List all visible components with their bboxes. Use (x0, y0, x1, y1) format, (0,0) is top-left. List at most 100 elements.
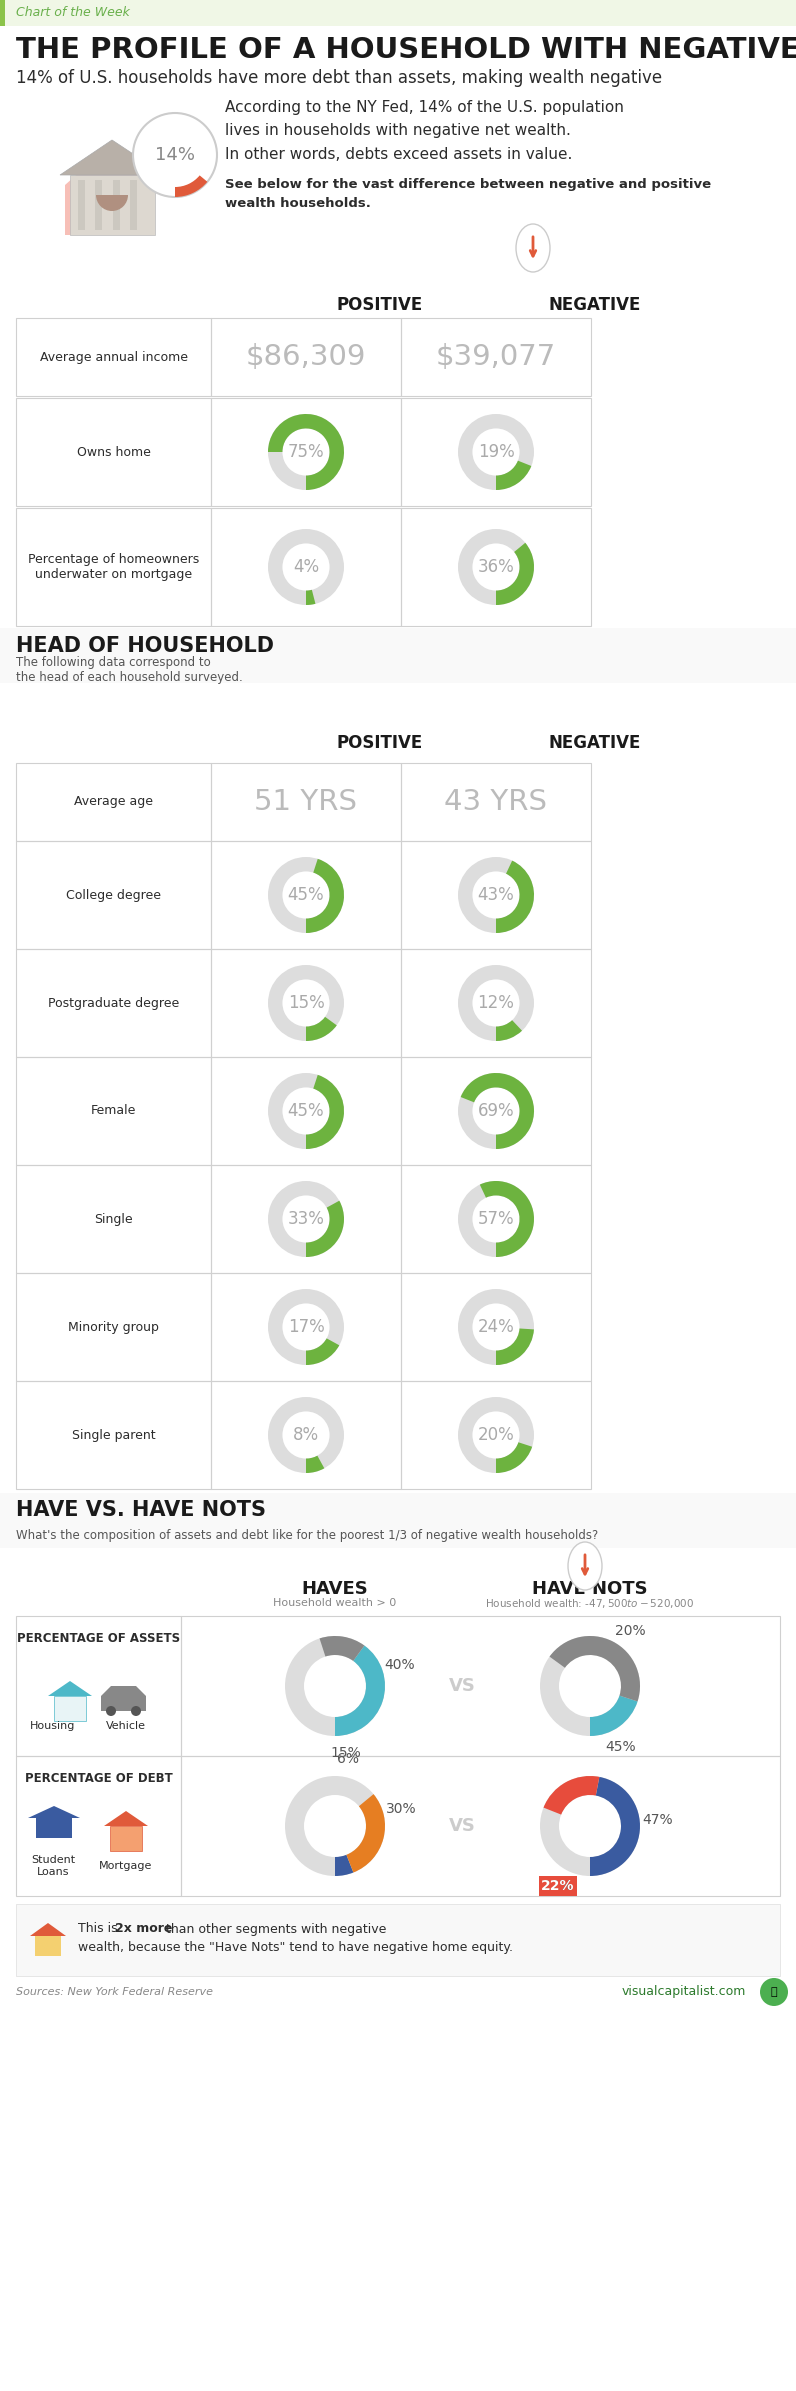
Text: Postgraduate degree: Postgraduate degree (48, 997, 179, 1009)
Bar (0, 0, 796, 26)
Wedge shape (458, 1181, 534, 1258)
Text: HAVE VS. HAVE NOTS: HAVE VS. HAVE NOTS (16, 1499, 266, 1521)
Text: 30%: 30% (385, 1803, 416, 1817)
Wedge shape (306, 591, 315, 605)
Wedge shape (268, 856, 344, 932)
Bar (16, 1755, 181, 1896)
Text: See below for the vast difference between negative and positive
wealth household: See below for the vast difference betwee… (225, 177, 711, 210)
Wedge shape (268, 1181, 344, 1258)
Wedge shape (268, 414, 344, 490)
Bar (401, 763, 591, 842)
Bar (130, 179, 137, 230)
Text: This is: This is (78, 1922, 122, 1934)
Text: HEAD OF HOUSEHOLD: HEAD OF HOUSEHOLD (16, 636, 274, 655)
Polygon shape (65, 146, 155, 234)
Text: Single: Single (94, 1212, 133, 1227)
Text: VS: VS (449, 1817, 475, 1834)
Text: POSITIVE: POSITIVE (337, 734, 423, 753)
Wedge shape (461, 1074, 534, 1150)
Text: 40%: 40% (384, 1657, 415, 1671)
Text: 36%: 36% (478, 557, 514, 576)
Wedge shape (496, 1329, 534, 1365)
Text: Average annual income: Average annual income (40, 351, 188, 363)
Text: PERCENTAGE OF ASSETS: PERCENTAGE OF ASSETS (17, 1631, 180, 1645)
Bar (0, 0, 5, 26)
Wedge shape (458, 528, 534, 605)
Bar (211, 318, 401, 397)
Text: 33%: 33% (287, 1210, 325, 1229)
Bar (211, 1272, 401, 1382)
Wedge shape (285, 1777, 385, 1877)
Text: What's the composition of assets and debt like for the poorest 1/3 of negative w: What's the composition of assets and deb… (16, 1528, 599, 1542)
Bar (401, 318, 591, 397)
Bar (539, 1875, 577, 1896)
Text: 12%: 12% (478, 995, 514, 1011)
Circle shape (131, 1707, 141, 1717)
Wedge shape (458, 1396, 534, 1473)
Wedge shape (458, 1074, 534, 1150)
Text: Student
Loans: Student Loans (31, 1855, 75, 1877)
Text: PERCENTAGE OF DEBT: PERCENTAGE OF DEBT (25, 1772, 173, 1784)
Text: 6%: 6% (337, 1753, 359, 1767)
Bar (0, 1492, 796, 1547)
Text: College degree: College degree (66, 889, 161, 901)
Text: 8%: 8% (293, 1425, 319, 1444)
Bar (78, 179, 85, 230)
Wedge shape (96, 196, 128, 210)
Polygon shape (101, 1686, 146, 1695)
Wedge shape (175, 175, 208, 196)
Text: 45%: 45% (287, 887, 324, 904)
Wedge shape (549, 1635, 640, 1702)
Text: than other segments with negative: than other segments with negative (166, 1922, 386, 1934)
Wedge shape (268, 414, 344, 490)
Text: Sources: New York Federal Reserve: Sources: New York Federal Reserve (16, 1987, 213, 1996)
Bar (0, 629, 796, 684)
Polygon shape (104, 1810, 148, 1827)
Bar (16, 1616, 181, 1755)
Bar (401, 1164, 591, 1272)
Bar (211, 949, 401, 1057)
Text: 14%: 14% (155, 146, 195, 165)
Text: NEGATIVE: NEGATIVE (548, 734, 642, 753)
Text: THE PROFILE OF A HOUSEHOLD WITH NEGATIVE WEALTH: THE PROFILE OF A HOUSEHOLD WITH NEGATIVE… (16, 36, 796, 65)
Wedge shape (306, 858, 344, 932)
Text: 20%: 20% (478, 1425, 514, 1444)
Bar (211, 507, 401, 626)
Bar (211, 1164, 401, 1272)
Bar (401, 1057, 591, 1164)
Text: Housing: Housing (30, 1722, 76, 1731)
Wedge shape (268, 528, 344, 605)
Wedge shape (306, 1456, 324, 1473)
Wedge shape (268, 966, 344, 1040)
Text: HAVE NOTS: HAVE NOTS (533, 1580, 648, 1597)
Wedge shape (496, 1442, 533, 1473)
Wedge shape (496, 461, 532, 490)
Wedge shape (496, 861, 534, 932)
Text: 51 YRS: 51 YRS (255, 789, 357, 815)
Text: HAVES: HAVES (302, 1580, 369, 1597)
Bar (401, 949, 591, 1057)
Wedge shape (335, 1645, 385, 1736)
Bar (101, 1695, 146, 1712)
Wedge shape (496, 1021, 522, 1040)
Text: 57%: 57% (478, 1210, 514, 1229)
Wedge shape (480, 1181, 534, 1258)
Bar (35, 1937, 61, 1956)
Ellipse shape (516, 225, 550, 273)
Bar (181, 1755, 780, 1896)
Bar (211, 842, 401, 949)
Wedge shape (268, 1289, 344, 1365)
Text: 15%: 15% (287, 995, 325, 1011)
Bar (211, 1382, 401, 1490)
Wedge shape (268, 1396, 344, 1473)
Text: The following data correspond to
the head of each household surveyed.: The following data correspond to the hea… (16, 655, 243, 684)
Text: 4%: 4% (293, 557, 319, 576)
Text: 2x more: 2x more (115, 1922, 173, 1934)
Text: 20%: 20% (615, 1623, 646, 1638)
Bar (16, 1903, 780, 1975)
Wedge shape (306, 1016, 337, 1040)
Bar (16, 1382, 211, 1490)
Polygon shape (28, 1805, 80, 1817)
Bar (16, 949, 211, 1057)
Wedge shape (306, 1200, 344, 1258)
